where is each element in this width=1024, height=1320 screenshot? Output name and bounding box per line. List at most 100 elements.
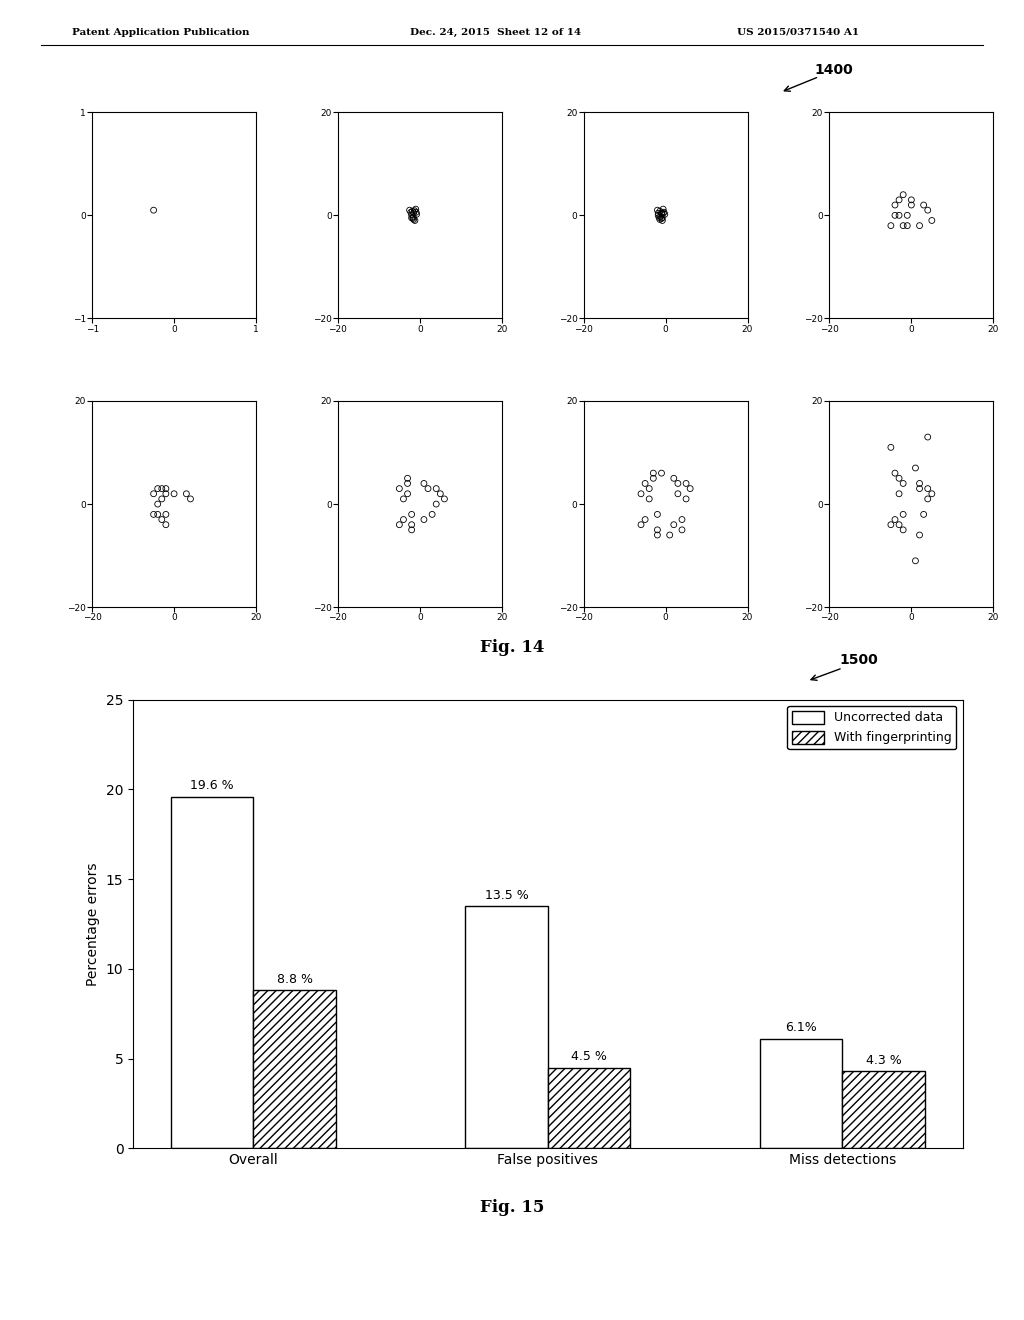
Point [911,478,928,499]
Bar [843,1072,925,1148]
Point [891,513,907,536]
Point [666,513,682,536]
Point [651,207,668,228]
Point [641,488,657,510]
Text: US 2015/0371540 A1: US 2015/0371540 A1 [737,28,859,37]
Point [403,205,420,226]
Point [395,488,412,510]
Point [674,519,690,540]
Point [649,524,666,545]
Point [406,209,422,230]
Point [653,202,670,223]
Point [633,513,649,536]
Point [401,199,418,220]
Text: 19.6 %: 19.6 % [190,779,233,792]
Point [150,504,166,525]
Point [408,202,424,223]
Point [891,205,907,226]
Point [158,478,174,499]
Text: 8.8 %: 8.8 % [276,973,312,986]
Point [682,478,698,499]
Point [911,473,928,494]
Point [887,462,903,483]
Point [652,206,669,227]
Text: 6.1%: 6.1% [785,1022,817,1035]
Point [662,524,678,545]
Point [649,199,666,220]
Point [924,483,940,504]
Point [883,215,899,236]
Bar [548,1068,631,1148]
Point [653,462,670,483]
Point [403,513,420,536]
Point [436,488,453,510]
Point [158,504,174,525]
Point [166,483,182,504]
Point [145,199,162,220]
Point [404,201,421,222]
Text: 4.5 %: 4.5 % [571,1051,607,1063]
Point [907,458,924,479]
Bar [760,1039,843,1148]
Point [903,194,920,215]
Point [666,467,682,488]
Point [403,504,420,525]
Point [920,478,936,499]
Point [406,202,422,223]
Point [883,513,899,536]
Point [891,483,907,504]
Point [637,510,653,531]
Point [399,483,416,504]
Point [915,194,932,215]
Point [641,478,657,499]
Point [649,504,666,525]
Point [895,215,911,236]
Point [404,207,421,228]
Point [650,205,667,226]
Point [420,478,436,499]
Point [178,483,195,504]
Point [145,483,162,504]
Point [895,185,911,206]
Point [403,519,420,540]
Point [399,467,416,488]
Point [654,210,671,231]
Point [911,215,928,236]
Point [645,462,662,483]
Point [407,210,423,231]
Point [154,488,170,510]
Point [416,473,432,494]
Point [158,483,174,504]
Bar [465,906,548,1148]
Point [911,524,928,545]
Point [424,504,440,525]
Point [670,473,686,494]
Point [903,189,920,210]
Point [895,504,911,525]
Point [655,202,672,223]
Text: 4.3 %: 4.3 % [865,1053,901,1067]
Bar [171,796,253,1148]
Point [428,494,444,515]
Point [633,483,649,504]
Point [402,202,419,223]
Text: 1500: 1500 [840,652,879,667]
Point [883,437,899,458]
Point [920,426,936,447]
Point [887,194,903,215]
Point [403,207,420,228]
Point [408,198,424,219]
Point [637,473,653,494]
Point [656,203,673,224]
Text: Dec. 24, 2015  Sheet 12 of 14: Dec. 24, 2015 Sheet 12 of 14 [410,28,581,37]
Point [651,209,668,230]
Text: 1400: 1400 [814,62,853,77]
Text: Fig. 14: Fig. 14 [480,639,544,656]
Point [145,504,162,525]
Point [678,473,694,494]
Point [406,206,422,227]
Text: 13.5 %: 13.5 % [484,888,528,902]
Point [678,488,694,510]
Point [650,203,667,224]
Point [895,519,911,540]
